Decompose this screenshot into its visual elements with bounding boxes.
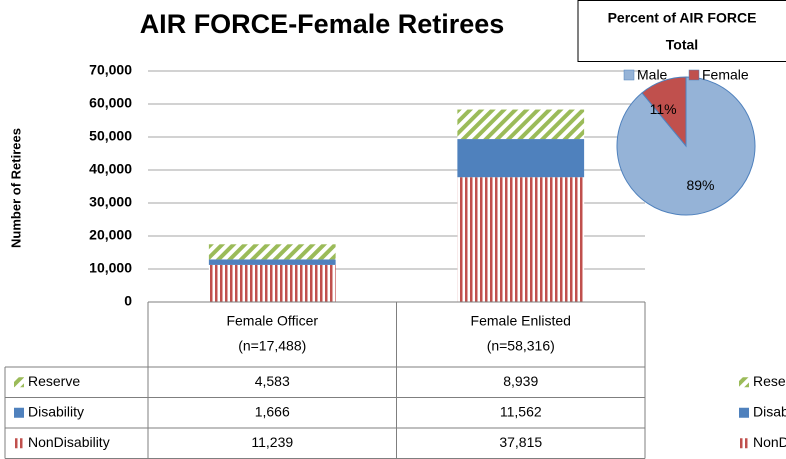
legend-label: Disability xyxy=(753,403,786,419)
chart-title: AIR FORCE-Female Retirees xyxy=(140,9,505,39)
table-value: 11,239 xyxy=(251,434,293,450)
legend-label: Reserve xyxy=(753,373,786,389)
legend-swatch xyxy=(688,69,700,81)
y-tick-label: 60,000 xyxy=(89,95,132,111)
x-tick-label: Female Officer xyxy=(226,313,318,329)
pie-title-box xyxy=(577,0,786,62)
table-value: 1,666 xyxy=(255,403,290,419)
pie-title: Percent of AIR FORCE xyxy=(608,10,757,26)
pie-title: Total xyxy=(666,37,698,53)
legend-swatch xyxy=(14,377,24,388)
legend-label: NonDisability xyxy=(753,434,786,450)
x-tick-label: (n=58,316) xyxy=(487,338,555,354)
legend-label: Disability xyxy=(28,403,84,419)
y-tick-label: 30,000 xyxy=(89,194,132,210)
pie-slice xyxy=(616,76,756,216)
table-value: 4,583 xyxy=(255,373,290,389)
x-tick-label: (n=17,488) xyxy=(238,338,306,354)
legend-swatch xyxy=(14,438,24,449)
table-value: 37,815 xyxy=(499,434,542,450)
bar-segment xyxy=(457,177,585,302)
bar-segment xyxy=(457,139,585,178)
x-tick-label: Female Enlisted xyxy=(471,313,571,329)
table-value: 11,562 xyxy=(500,403,542,419)
legend-label: NonDisability xyxy=(28,434,110,450)
y-tick-label: 10,000 xyxy=(89,260,132,276)
y-tick-label: 40,000 xyxy=(89,161,132,177)
pie-slice xyxy=(641,76,687,148)
pie-label: 11% xyxy=(650,101,677,117)
y-tick-label: 20,000 xyxy=(89,227,132,243)
y-tick-label: 50,000 xyxy=(89,128,132,144)
y-tick-label: 70,000 xyxy=(89,62,132,78)
y-axis-label: Number of Retirees xyxy=(8,128,23,248)
y-tick-label: 0 xyxy=(124,293,132,309)
legend-label: Male xyxy=(637,67,668,83)
pie-label: 89% xyxy=(686,177,714,193)
legend-swatch xyxy=(739,377,749,388)
table-value: 8,939 xyxy=(503,373,538,389)
bar-segment xyxy=(208,264,336,302)
legend-swatch xyxy=(739,438,749,449)
bar-segment xyxy=(208,259,336,265)
legend-swatch xyxy=(623,69,635,81)
legend-label: Female xyxy=(702,67,749,83)
legend-label: Reserve xyxy=(28,373,80,389)
bar-segment xyxy=(208,244,336,260)
legend-swatch xyxy=(14,407,24,418)
legend-swatch xyxy=(739,407,749,418)
bar-segment xyxy=(457,109,585,140)
